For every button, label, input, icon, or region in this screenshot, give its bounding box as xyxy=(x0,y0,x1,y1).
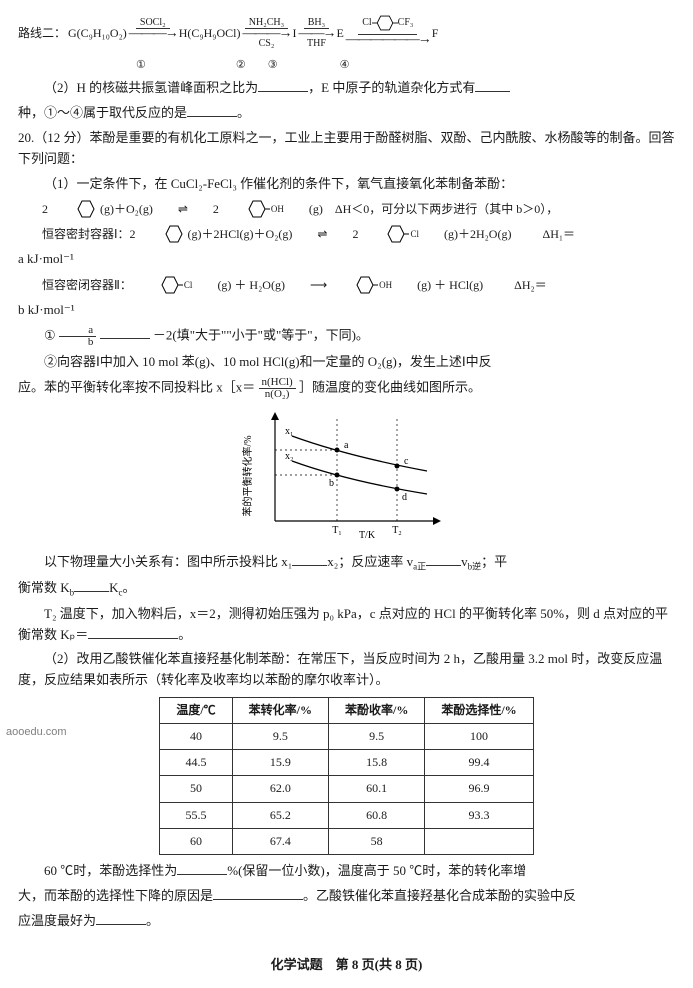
results-table: 温度/℃ 苯转化率/% 苯酚收率/% 苯酚选择性/% 409.59.5100 4… xyxy=(159,697,533,855)
page-footer: 化学试题 第 8 页(共 8 页) xyxy=(0,955,693,976)
container-1-eq: 恒容密封容器Ⅰ：2 (g)＋2HCl(g)＋O₂(g) ⇌ 2 Cl (g)＋2… xyxy=(18,223,675,245)
final-1: 60 ℃时，苯酚选择性为%(保留一位小数)，温度高于 50 ℃时，苯的转化率增 xyxy=(18,861,675,882)
q2-text: （2）H 的核磁共振氢谱峰面积之比为，E 中原子的轨道杂化方式有 xyxy=(18,78,675,99)
blank-compare[interactable] xyxy=(100,326,150,339)
equilibrium-arrow-icon: ⇌ xyxy=(293,225,327,244)
container-2-eq: 恒容密闭容器Ⅱ： Cl (g) ＋ H₂O(g) ⟶ OH (g) ＋ HCl(… xyxy=(18,274,675,296)
svg-text:a: a xyxy=(344,440,349,451)
phenol-icon xyxy=(328,274,354,296)
table-row: 5062.060.196.9 xyxy=(160,776,533,802)
svg-text:b: b xyxy=(329,478,334,489)
blank-nmr-ratio[interactable] xyxy=(258,79,308,92)
compound-E: E xyxy=(336,24,343,43)
blank-besttemp[interactable] xyxy=(96,912,146,925)
compound-H: H(C₉H₉OCl) xyxy=(179,24,241,43)
step-number-row: ① ② ③ ④ xyxy=(18,57,675,75)
svg-text:x₂: x₂ xyxy=(285,451,294,462)
q-circle2-b: 应。苯的平衡转化率按不同投料比 x［x＝ n(HCl) n(O₂) ］随温度的变… xyxy=(18,377,675,400)
after-chart-2: 衡常数 KbKc。 xyxy=(18,578,675,600)
reaction-arrow-4: Cl CF₃ ——————→ xyxy=(346,12,430,55)
q20-p1: （1）一定条件下，在 CuCl₂-FeCl₃ 作催化剂的条件下，氧气直接氧化苯制… xyxy=(18,174,675,195)
a-units: a kJ·mol⁻¹ xyxy=(18,249,675,270)
table-header-row: 温度/℃ 苯转化率/% 苯酚收率/% 苯酚选择性/% xyxy=(160,697,533,723)
phenol-icon xyxy=(220,198,246,220)
after-chart-3: T₂ 温度下，加入物料后，x＝2，测得初始压强为 p₀ kPa，c 点对应的 H… xyxy=(18,604,675,646)
watermark: aooedu.com xyxy=(6,724,67,742)
svg-text:c: c xyxy=(404,456,409,467)
svg-text:T₁: T₁ xyxy=(332,525,342,536)
benzene-icon xyxy=(137,223,163,245)
chart-xlabel: T/K xyxy=(358,530,375,541)
chlorobenzene-icon xyxy=(133,274,159,296)
q-fraction: ① a b －2(填"大于""小于"或"等于"，下同)。 xyxy=(18,325,675,348)
para-benzene-icon xyxy=(372,12,398,34)
b-units: b kJ·mol⁻¹ xyxy=(18,300,675,321)
q2-text-2: 种，①～④属于取代反应的是。 xyxy=(18,103,675,124)
compound-G: G(C₉H₁₀O₂) xyxy=(68,24,127,43)
blank-selectivity[interactable] xyxy=(177,862,227,875)
equilibrium-arrow-icon: ⇌ xyxy=(154,200,188,219)
blank-rate[interactable] xyxy=(426,553,461,566)
compound-F: F xyxy=(432,24,439,43)
arrow-icon: ⟶ xyxy=(286,276,327,295)
table-row: 409.59.5100 xyxy=(160,724,533,750)
chlorobenzene-icon xyxy=(359,223,385,245)
final-2: 大，而苯酚的选择性下降的原因是。乙酸铁催化苯直接羟基化合成苯酚的实验中反 xyxy=(18,886,675,907)
q20-p2: （2）改用乙酸铁催化苯直接羟基化制苯酚：在常压下，当反应时间为 2 h，乙酸用量… xyxy=(18,649,675,691)
q-circle2-a: ②向容器Ⅰ中加入 10 mol 苯(g)、10 mol HCl(g)和一定量的 … xyxy=(18,352,675,373)
table-row: 55.565.260.893.3 xyxy=(160,802,533,828)
compound-I: I xyxy=(292,24,296,43)
fraction-ab: a b xyxy=(59,325,97,348)
svg-text:T₂: T₂ xyxy=(392,525,402,536)
svg-text:d: d xyxy=(402,492,407,503)
conversion-chart: 苯的平衡转化率/% T/K T₁ T₂ a b c d x₁ x₂ xyxy=(18,406,675,546)
blank-k[interactable] xyxy=(74,579,109,592)
q20-stem: 20.（12 分）苯酚是重要的有机化工原料之一，工业上主要用于酚醛树脂、双酚、己… xyxy=(18,128,675,170)
reaction-arrow-3: BH₃ ——→ THF xyxy=(298,18,334,49)
blank-reason[interactable] xyxy=(213,887,303,900)
route2-label: 路线二： xyxy=(18,24,66,43)
chart-ylabel: 苯的平衡转化率/% xyxy=(241,435,254,516)
benzene-icon xyxy=(49,198,75,220)
final-3: 应温度最好为。 xyxy=(18,911,675,932)
reaction-arrow-1: SOCl₂ ———→ xyxy=(129,18,177,49)
blank-kp[interactable] xyxy=(88,626,178,639)
table-row: 6067.458 xyxy=(160,828,533,854)
table-row: 44.515.915.899.4 xyxy=(160,750,533,776)
after-chart-1: 以下物理量大小关系有：图中所示投料比 x₁x₂；反应速率 va正vb逆；平 xyxy=(18,552,675,574)
blank-substitution[interactable] xyxy=(187,104,237,117)
blank-x1x2[interactable] xyxy=(292,553,327,566)
svg-text:x₁: x₁ xyxy=(285,426,294,437)
reaction-arrow-2: NH₂CH₃ ———→ CS₂ xyxy=(242,18,290,49)
main-equation: 2 (g)＋O₂(g) ⇌ 2 OH (g) ΔH＜0，可分以下两步进行（其中 … xyxy=(18,198,675,220)
route-2-scheme: 路线二： G(C₉H₁₀O₂) SOCl₂ ———→ H(C₉H₉OCl) NH… xyxy=(18,12,675,55)
fraction-nhcl-no2: n(HCl) n(O₂) xyxy=(259,377,296,400)
blank-hybrid[interactable] xyxy=(475,79,510,92)
